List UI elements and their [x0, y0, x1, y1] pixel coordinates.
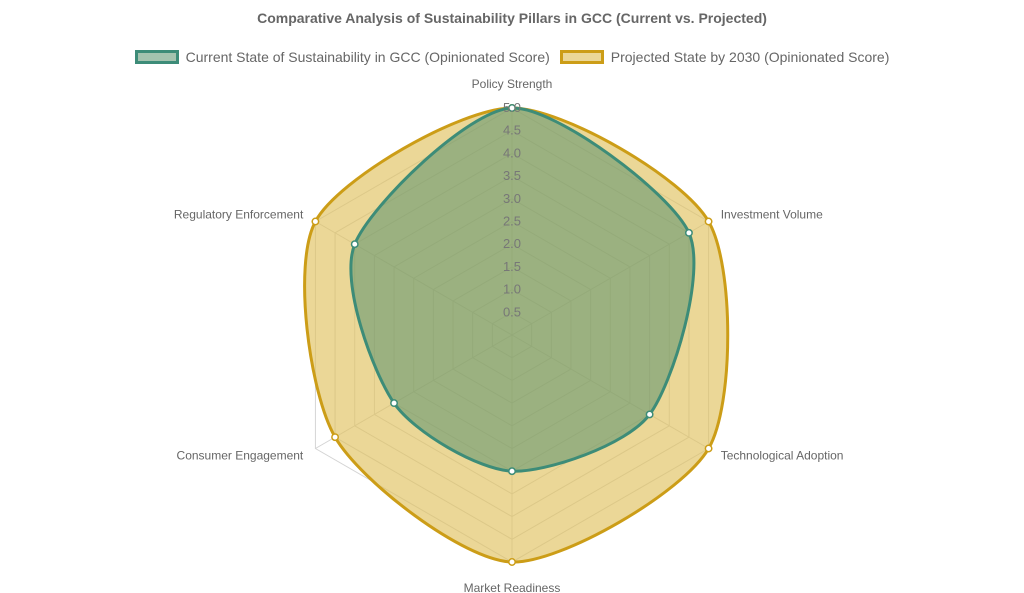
- tick-label-2: 1.0: [503, 282, 521, 297]
- tick-label-3: 1.5: [503, 259, 521, 274]
- point-current-market-readiness: [508, 467, 516, 476]
- axis-label-policy-strength: Policy Strength: [472, 77, 553, 91]
- radial-ticks: 0.5 1.0 1.5 2.0 2.5 3.0 3.5 4.0 4.5 5.0: [503, 100, 521, 319]
- legend-label-current: Current State of Sustainability in GCC (…: [185, 49, 550, 65]
- point-projected-regulatory-enforcement: [311, 217, 320, 226]
- legend-label-projected: Projected State by 2030 (Opinionated Sco…: [610, 49, 890, 65]
- point-current-consumer-engagement: [390, 399, 398, 408]
- legend-item-current[interactable]: Current State of Sustainability in GCC (…: [134, 49, 550, 65]
- legend-swatch-projected: [559, 50, 604, 64]
- legend-swatch-current: [134, 50, 179, 64]
- tick-label-6: 3.0: [503, 191, 521, 206]
- tick-label-4: 2.0: [503, 236, 521, 251]
- point-projected-market-readiness: [508, 558, 516, 566]
- tick-label-10: 5.0: [503, 100, 521, 115]
- point-current-policy-strength: [508, 104, 516, 112]
- point-current-regulatory-enforcement: [350, 240, 359, 249]
- radar-series: [303, 104, 730, 566]
- point-projected-consumer-engagement: [331, 433, 340, 442]
- tick-label-8: 4.0: [503, 145, 521, 160]
- tick-label-9: 4.5: [503, 123, 521, 138]
- axis-label-regulatory-enforcement: Regulatory Enforcement: [174, 208, 304, 222]
- chart-title: Comparative Analysis of Sustainability P…: [257, 10, 767, 26]
- axis-label-market-readiness: Market Readiness: [464, 581, 561, 593]
- point-current-technological-adoption: [645, 410, 654, 419]
- tick-label-5: 2.5: [503, 214, 521, 229]
- tick-label-7: 3.5: [503, 168, 521, 183]
- point-projected-investment-volume: [704, 217, 713, 226]
- legend: Current State of Sustainability in GCC (…: [0, 49, 1024, 65]
- legend-item-projected[interactable]: Projected State by 2030 (Opinionated Sco…: [559, 49, 890, 65]
- category-labels: Policy Strength Investment Volume Technolo…: [174, 77, 844, 593]
- tick-label-1: 0.5: [503, 304, 521, 319]
- point-current-investment-volume: [684, 228, 693, 237]
- point-projected-technological-adoption: [704, 444, 713, 453]
- axis-label-investment-volume: Investment Volume: [721, 208, 823, 222]
- axis-label-consumer-engagement: Consumer Engagement: [177, 449, 304, 463]
- axis-label-technological-adoption: Technological Adoption: [721, 449, 844, 463]
